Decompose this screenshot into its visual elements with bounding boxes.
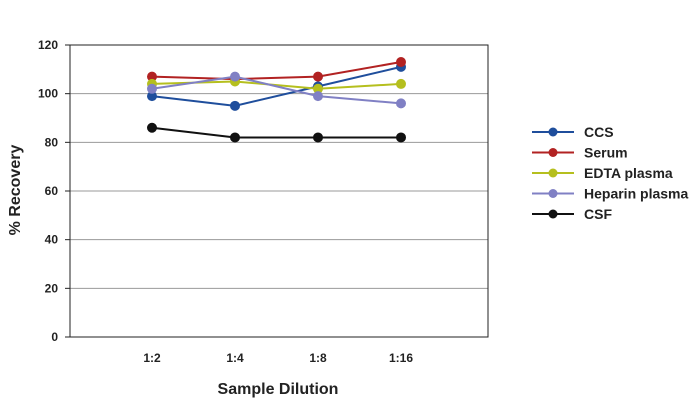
legend-marker	[548, 127, 558, 137]
series-group	[147, 57, 406, 143]
legend-item: Serum	[532, 145, 628, 161]
y-tick-label: 20	[45, 281, 59, 295]
y-tick-label: 100	[38, 87, 58, 101]
y-tick-label: 40	[45, 233, 59, 247]
y-tick-label: 0	[51, 330, 58, 344]
y-tick-label: 80	[45, 135, 59, 149]
series-line	[151, 75, 402, 105]
data-point	[396, 98, 406, 109]
data-point	[313, 71, 323, 82]
legend-label: Heparin plasma	[584, 186, 688, 202]
legend-item: CCS	[532, 124, 614, 140]
data-point	[230, 100, 240, 111]
legend-label: CSF	[584, 206, 612, 222]
y-axis-title: % Recovery	[7, 145, 24, 236]
x-tick-label: 1:16	[389, 351, 413, 365]
y-tick-label: 60	[45, 184, 59, 198]
series-line	[151, 61, 402, 81]
legend: CCS Serum EDTA plasma Heparin plasma CSF	[532, 124, 688, 222]
series-serum	[147, 57, 406, 85]
x-tick-label: 1:2	[143, 351, 161, 365]
data-point	[396, 132, 406, 143]
legend-marker	[548, 148, 558, 157]
legend-marker	[548, 168, 558, 178]
y-tick-label: 120	[38, 38, 58, 52]
x-axis-ticks: 1:2 1:4 1:8 1:16	[143, 351, 413, 365]
legend-label: CCS	[584, 124, 614, 140]
y-axis-ticks: 0 20 40 60 80 100 120	[38, 38, 58, 344]
axes	[65, 44, 489, 338]
legend-label: EDTA plasma	[584, 165, 673, 181]
gridlines	[70, 44, 488, 289]
series-csf	[147, 122, 406, 143]
data-point	[313, 91, 323, 102]
series-line	[151, 65, 402, 107]
legend-marker	[548, 189, 558, 198]
data-point	[230, 132, 240, 143]
data-point	[396, 78, 406, 89]
legend-item: CSF	[532, 206, 612, 222]
series-edta-plasma	[147, 76, 406, 94]
legend-label: Serum	[584, 145, 628, 161]
legend-item: Heparin plasma	[532, 186, 688, 202]
x-axis-title: Sample Dilution	[218, 381, 339, 398]
data-point	[396, 57, 406, 68]
x-tick-label: 1:8	[309, 351, 327, 365]
legend-marker	[548, 209, 558, 219]
x-tick-label: 1:4	[226, 351, 244, 365]
data-point	[230, 71, 240, 82]
series-heparin-plasma	[147, 71, 406, 109]
data-point	[147, 83, 157, 94]
data-point	[313, 132, 323, 143]
legend-item: EDTA plasma	[532, 165, 673, 181]
data-point	[147, 122, 157, 133]
series-line	[151, 126, 401, 139]
